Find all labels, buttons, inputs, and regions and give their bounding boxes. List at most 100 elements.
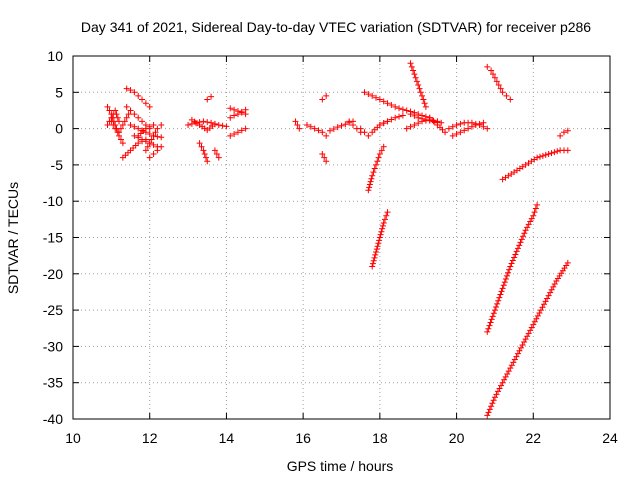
data-point-fill: [516, 347, 523, 354]
data-point-fill: [371, 254, 378, 261]
data-point-fill: [457, 120, 464, 127]
data-point-fill: [380, 120, 387, 127]
data-point: [361, 89, 368, 96]
data-point: [211, 121, 218, 128]
y-tick-labels: 10 5 0 -5 -10 -15 -20 -25 -30 -35 -40: [43, 48, 63, 427]
data-point: [326, 127, 333, 134]
data-point: [560, 129, 567, 136]
data-point: [419, 92, 426, 99]
x-tick-label: 20: [449, 430, 465, 446]
data-point-fill: [536, 153, 543, 160]
data-point: [296, 125, 303, 132]
data-point-fill: [413, 78, 420, 85]
data-point: [150, 151, 157, 158]
y-tick-label: -20: [43, 266, 63, 282]
data-point-fill: [144, 143, 151, 150]
data-point-fill: [117, 136, 124, 143]
data-point: [208, 119, 215, 126]
data-point: [384, 209, 391, 216]
data-point: [438, 119, 445, 126]
data-point-fill: [548, 286, 555, 293]
data-point: [211, 147, 218, 154]
data-point-fill: [315, 127, 322, 134]
data-point-fill: [378, 147, 385, 154]
series-arc-21: [303, 121, 326, 136]
data-point-fill: [338, 122, 345, 129]
x-tick-label: 24: [602, 430, 618, 446]
data-point-fill: [468, 123, 475, 130]
data-point-fill: [388, 102, 395, 109]
series-arc-38: [449, 119, 487, 139]
data-point: [231, 106, 238, 113]
data-point: [238, 108, 245, 115]
data-point-fill: [411, 112, 418, 119]
data-point: [234, 111, 241, 118]
data-point-fill: [493, 78, 500, 85]
data-point: [135, 92, 142, 99]
data-point-fill: [202, 154, 209, 161]
data-point: [123, 85, 130, 92]
data-point: [231, 112, 238, 119]
data-point-fill: [486, 406, 493, 413]
data-point-fill: [527, 327, 534, 334]
series-arc-18: [227, 106, 249, 121]
data-point: [545, 151, 552, 158]
data-point: [491, 74, 498, 81]
data-point-fill: [415, 120, 422, 127]
data-point-fill: [548, 150, 555, 157]
data-point: [484, 328, 491, 335]
data-point-fill: [369, 260, 376, 267]
data-point: [135, 114, 142, 121]
data-point: [499, 89, 506, 96]
data-point: [411, 71, 418, 78]
series-arc-22: [319, 92, 330, 103]
data-point: [514, 350, 521, 357]
data-point: [564, 127, 571, 134]
data-point-fill: [379, 225, 386, 232]
data-point: [150, 132, 157, 139]
data-point-fill: [490, 310, 497, 317]
y-tick-label: -25: [43, 302, 63, 318]
data-point-fill: [139, 138, 146, 145]
data-point: [215, 121, 222, 128]
x-axis-label: GPS time / hours: [287, 458, 394, 474]
data-point: [564, 259, 571, 266]
data-point-fill: [487, 319, 494, 326]
data-point-fill: [374, 158, 381, 165]
data-point: [369, 263, 376, 270]
data-point-fill: [106, 107, 113, 114]
data-point: [503, 92, 510, 99]
data-point: [514, 245, 521, 252]
data-point: [154, 147, 161, 154]
data-point-fill: [512, 251, 519, 258]
data-point-fill: [527, 218, 534, 225]
data-point: [158, 121, 165, 128]
data-point-fill: [500, 282, 507, 289]
data-point-fill: [493, 391, 500, 398]
data-point-fill: [117, 125, 124, 132]
x-tick-label: 12: [142, 430, 158, 446]
data-point: [392, 114, 399, 121]
data-point: [530, 212, 537, 219]
data-point-fill: [374, 243, 381, 250]
y-tick-label: -30: [43, 338, 63, 354]
series-arc-16: [204, 93, 215, 103]
series-arc-20: [292, 118, 303, 132]
data-point-fill: [131, 123, 138, 130]
data-point-fill: [146, 123, 153, 130]
data-point: [131, 89, 138, 96]
data-point-fill: [550, 283, 557, 290]
data-point-fill: [125, 111, 132, 118]
series-arc-40: [499, 147, 571, 183]
data-point: [465, 125, 472, 132]
data-point-fill: [410, 67, 417, 74]
data-point-fill: [150, 141, 157, 148]
data-point: [365, 132, 372, 139]
data-point-fill: [383, 212, 390, 219]
data-point: [292, 118, 299, 125]
data-point-fill: [330, 125, 337, 132]
data-point: [453, 121, 460, 128]
data-point-fill: [510, 359, 517, 366]
data-point-fill: [154, 133, 161, 140]
data-point-fill: [494, 388, 501, 395]
